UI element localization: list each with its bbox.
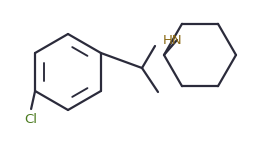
Text: HN: HN: [163, 33, 183, 46]
Text: Cl: Cl: [25, 113, 38, 126]
